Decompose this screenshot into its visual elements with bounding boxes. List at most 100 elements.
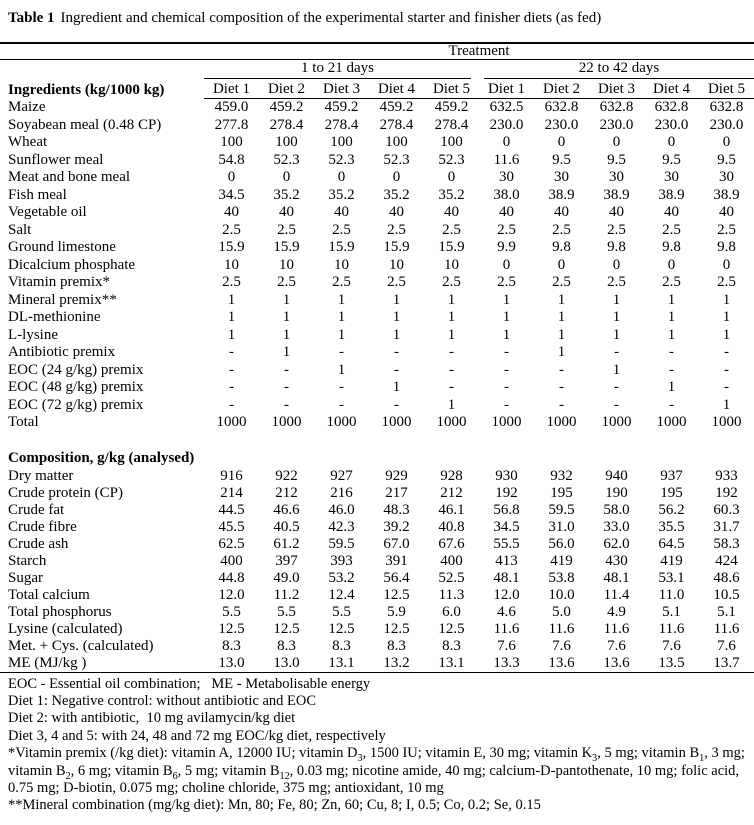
value-cell: 62.0 [603,535,630,552]
value-cell: 424 [715,552,738,569]
value-cell: 9.5 [662,151,681,168]
value-cell: 212 [275,484,298,501]
value-cell: 13.5 [658,654,685,671]
value-cell: 195 [660,484,683,501]
empty-corner-cell [0,43,204,60]
row-label: Crude ash [8,535,69,552]
value-cell: 40 [334,204,349,220]
value-cell: 30 [554,169,569,185]
value-cell: 15.9 [438,239,465,255]
value-cell: 40 [664,204,679,220]
value-cell: 1 [667,309,676,325]
value-cell: 4.6 [497,603,516,620]
value-cell: 33.0 [603,518,630,535]
value-cell: 2.5 [387,274,406,290]
value-cell: 56.4 [383,569,410,586]
value-cell: 0 [557,256,566,273]
group-header-starter-label: 1 to 21 days [204,60,471,79]
value-cell: 12.5 [383,620,410,637]
value-cell: 2.5 [607,274,626,290]
value-cell: 216 [330,484,353,501]
treatment-header: Treatment [204,43,754,60]
row-label: EOC (72 g/kg) premix [8,396,144,413]
value-cell: 1 [667,326,676,343]
value-cell: 7.6 [552,637,571,654]
subscript: 3 [592,753,598,765]
table-row: Mineral premix** 1 1 1 1 1 1 1 1 1 1 [0,292,754,310]
value-cell: 13.3 [493,654,520,671]
value-cell: 1 [392,379,401,395]
row-label: Lysine (calculated) [8,620,123,637]
value-cell: 2.5 [497,274,516,290]
value-cell: 0 [667,256,676,273]
table-row: EOC (24 g/kg) premix - - 1 - - - - 1 - - [0,362,754,380]
value-cell: - [394,344,399,360]
value-cell: 217 [385,484,408,501]
value-cell: 1 [612,309,621,325]
value-cell: - [724,379,729,395]
value-cell: 11.0 [658,586,685,603]
row-label: Antibiotic premix [8,344,116,360]
value-cell: 1 [392,309,401,325]
value-cell: 13.2 [383,654,410,671]
section-divider: Composition, g/kg (analysed) [0,432,754,468]
value-cell: 11.6 [658,620,685,637]
table-row: Antibiotic premix - 1 - - - - 1 - - - [0,344,754,362]
value-cell: 59.5 [548,501,575,518]
value-cell: 1 [392,291,401,308]
value-cell: 278.4 [269,116,304,133]
value-cell: 1000 [656,414,687,430]
value-cell: 7.6 [607,637,626,654]
value-cell: 59.5 [328,535,355,552]
value-cell: 48.1 [493,569,520,586]
row-label: Dicalcium phosphate [8,256,136,273]
subscript: 3 [357,753,363,765]
value-cell: 53.8 [548,569,575,586]
value-cell: 1 [337,291,346,308]
value-cell: 6.0 [442,603,461,620]
value-cell: 100 [275,134,298,150]
row-label: EOC (48 g/kg) premix [8,379,144,395]
value-cell: - [504,379,509,395]
value-cell: 190 [605,484,628,501]
value-cell: 1 [557,326,566,343]
value-cell: 916 [220,467,243,484]
row-group-header: Ingredients (kg/1000 kg) [8,81,165,98]
value-cell: - [229,361,234,378]
value-cell: 35.5 [658,518,685,535]
table-row: Sunflower meal 54.8 52.3 52.3 52.3 52.3 11.6 9.… [0,152,754,170]
value-cell: 932 [550,467,573,484]
row-label: Crude protein (CP) [8,484,123,501]
value-cell: 393 [330,552,353,569]
value-cell: 9.8 [607,239,626,255]
value-cell: 40 [499,204,514,220]
value-cell: - [669,396,674,413]
value-cell: 30 [719,169,734,185]
diet-header: Diet 5 [424,79,479,99]
row-label: Crude fibre [8,518,77,535]
value-cell: 1 [612,291,621,308]
value-cell: - [614,396,619,413]
value-cell: 5.9 [387,603,406,620]
value-cell: 13.1 [328,654,355,671]
value-cell: - [614,344,619,360]
value-cell: 39.2 [383,518,410,535]
value-cell: 2.5 [277,274,296,290]
value-cell: 46.0 [328,501,355,518]
diet-header: Diet 4 [369,79,424,99]
value-cell: 5.5 [332,603,351,620]
row-label: Total phosphorus [8,603,112,620]
value-cell: 35.2 [273,186,300,203]
value-cell: 459.2 [379,99,414,115]
value-cell: 413 [495,552,518,569]
value-cell: 397 [275,552,298,569]
value-cell: 928 [440,467,463,484]
value-cell: 0 [337,169,346,185]
value-cell: 9.5 [607,151,626,168]
value-cell: 278.4 [379,116,414,133]
footnote-diet2: Diet 2: with antibiotic, 10 mg avilamyci… [8,710,296,727]
value-cell: 0 [392,169,401,185]
row-label: Wheat [8,134,48,150]
value-cell: 1 [447,291,456,308]
value-cell: 8.3 [277,637,296,654]
